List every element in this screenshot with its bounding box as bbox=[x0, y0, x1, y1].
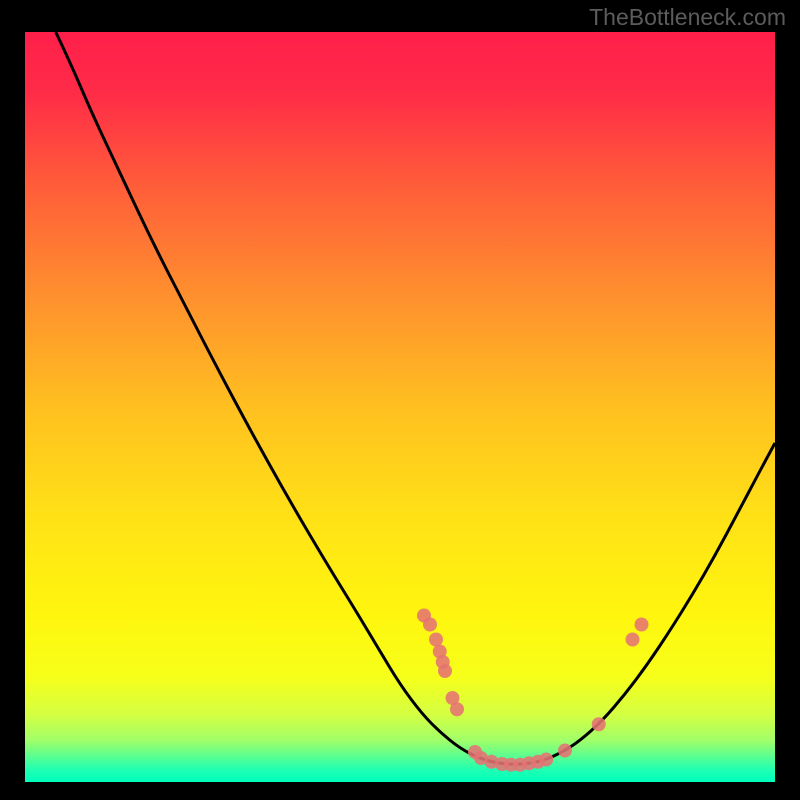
data-marker bbox=[558, 744, 572, 758]
chart-container: TheBottleneck.com bbox=[0, 0, 800, 800]
data-marker bbox=[423, 618, 437, 632]
data-marker bbox=[592, 717, 606, 731]
bottleneck-chart-svg bbox=[0, 0, 800, 800]
data-marker bbox=[635, 618, 649, 632]
data-marker bbox=[539, 753, 553, 767]
watermark-text: TheBottleneck.com bbox=[589, 4, 786, 31]
data-marker bbox=[429, 633, 443, 647]
plot-background bbox=[25, 32, 775, 782]
data-marker bbox=[450, 702, 464, 716]
data-marker bbox=[626, 633, 640, 647]
data-marker bbox=[438, 664, 452, 678]
